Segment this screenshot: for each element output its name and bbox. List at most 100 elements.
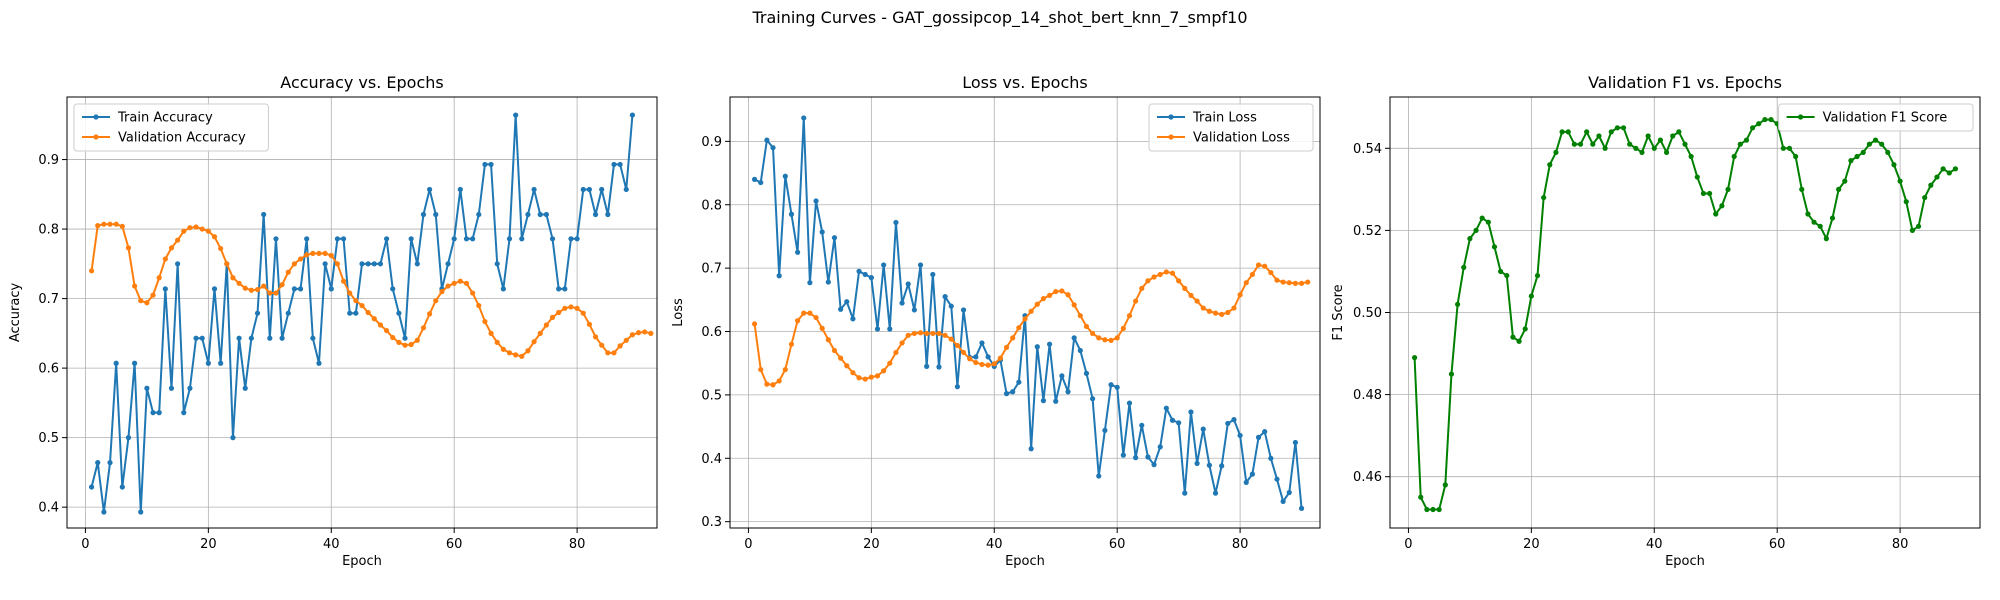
data-point bbox=[788, 341, 795, 347]
data-point bbox=[764, 381, 770, 387]
data-point bbox=[1823, 236, 1829, 242]
data-point bbox=[1547, 162, 1553, 168]
data-point bbox=[304, 252, 310, 258]
data-point bbox=[788, 211, 795, 217]
data-point bbox=[463, 280, 470, 286]
data-point bbox=[138, 509, 144, 515]
data-point bbox=[291, 261, 297, 267]
data-point bbox=[1096, 473, 1102, 479]
data-point bbox=[1268, 269, 1274, 276]
data-point bbox=[1817, 223, 1823, 229]
data-point bbox=[543, 211, 549, 218]
data-point bbox=[273, 236, 279, 242]
y-tick-label: 0.9 bbox=[701, 135, 722, 150]
data-point bbox=[390, 286, 396, 292]
data-point bbox=[1590, 141, 1596, 147]
data-point bbox=[942, 294, 948, 300]
data-point bbox=[899, 300, 905, 306]
data-point bbox=[537, 330, 543, 336]
data-point bbox=[125, 245, 132, 251]
data-point bbox=[782, 366, 788, 373]
data-point bbox=[1706, 190, 1713, 197]
data-point bbox=[586, 321, 593, 327]
x-tick-label: 40 bbox=[986, 537, 1003, 552]
data-point bbox=[470, 290, 476, 296]
data-point bbox=[1534, 272, 1541, 279]
data-point bbox=[751, 321, 758, 327]
y-tick-label: 0.7 bbox=[701, 262, 722, 277]
data-point bbox=[1897, 178, 1903, 184]
data-point bbox=[893, 349, 899, 356]
data-point bbox=[1430, 506, 1436, 513]
data-point bbox=[1836, 186, 1842, 192]
data-point bbox=[1077, 347, 1083, 354]
data-point bbox=[248, 287, 254, 293]
data-point bbox=[611, 161, 617, 168]
data-point bbox=[1498, 268, 1504, 275]
data-point bbox=[770, 382, 776, 388]
data-point bbox=[1934, 174, 1940, 180]
data-point bbox=[1053, 288, 1059, 295]
data-point bbox=[500, 286, 506, 292]
data-point bbox=[433, 298, 439, 304]
data-point bbox=[187, 225, 193, 231]
data-point bbox=[279, 282, 285, 288]
data-point bbox=[506, 236, 513, 242]
chart-title: Accuracy vs. Epochs bbox=[280, 73, 443, 92]
data-point bbox=[1418, 494, 1424, 500]
data-point bbox=[1219, 463, 1225, 469]
data-point bbox=[482, 318, 488, 325]
data-point bbox=[1114, 335, 1120, 341]
data-point bbox=[1860, 149, 1866, 156]
data-point bbox=[1010, 335, 1016, 341]
data-point bbox=[138, 298, 144, 304]
data-point bbox=[973, 354, 979, 360]
data-point bbox=[144, 385, 150, 391]
data-point bbox=[1102, 337, 1108, 343]
data-point bbox=[1620, 125, 1627, 131]
data-point bbox=[88, 484, 95, 490]
data-point bbox=[1793, 153, 1799, 160]
data-point bbox=[513, 352, 519, 358]
data-point bbox=[985, 362, 991, 368]
data-point bbox=[807, 280, 813, 286]
data-point bbox=[942, 332, 948, 338]
data-point bbox=[1829, 215, 1836, 221]
data-point bbox=[856, 375, 862, 381]
data-point bbox=[451, 280, 457, 286]
data-point bbox=[218, 245, 224, 252]
data-point bbox=[1200, 305, 1206, 311]
y-tick-label: 0.6 bbox=[38, 362, 59, 377]
data-point bbox=[519, 353, 525, 359]
data-point bbox=[1188, 292, 1194, 298]
data-point bbox=[1249, 271, 1255, 278]
data-point bbox=[1225, 309, 1231, 316]
data-point bbox=[310, 250, 316, 257]
data-point bbox=[1891, 162, 1897, 168]
data-point bbox=[844, 299, 850, 305]
data-point bbox=[396, 339, 402, 345]
data-point bbox=[1940, 166, 1946, 172]
data-point bbox=[1237, 432, 1243, 439]
data-point bbox=[1003, 391, 1010, 397]
legend-label: Train Loss bbox=[1192, 111, 1257, 126]
data-point bbox=[1219, 311, 1225, 317]
data-point bbox=[181, 228, 187, 234]
data-point bbox=[359, 261, 365, 267]
data-point bbox=[340, 236, 347, 242]
data-point bbox=[549, 236, 556, 242]
data-point bbox=[377, 261, 384, 267]
data-point bbox=[568, 304, 574, 310]
data-point bbox=[1786, 145, 1793, 151]
data-point bbox=[1286, 280, 1292, 286]
legend: Train Loss Validation Loss bbox=[1148, 103, 1314, 152]
legend-label: Validation F1 Score bbox=[1823, 111, 1948, 126]
data-point bbox=[1608, 129, 1614, 135]
data-point bbox=[776, 273, 782, 279]
data-point bbox=[1651, 145, 1657, 151]
data-point bbox=[414, 337, 420, 343]
data-point bbox=[1040, 398, 1047, 404]
data-point bbox=[1188, 409, 1194, 415]
data-point bbox=[439, 289, 445, 295]
data-point bbox=[1145, 454, 1151, 460]
